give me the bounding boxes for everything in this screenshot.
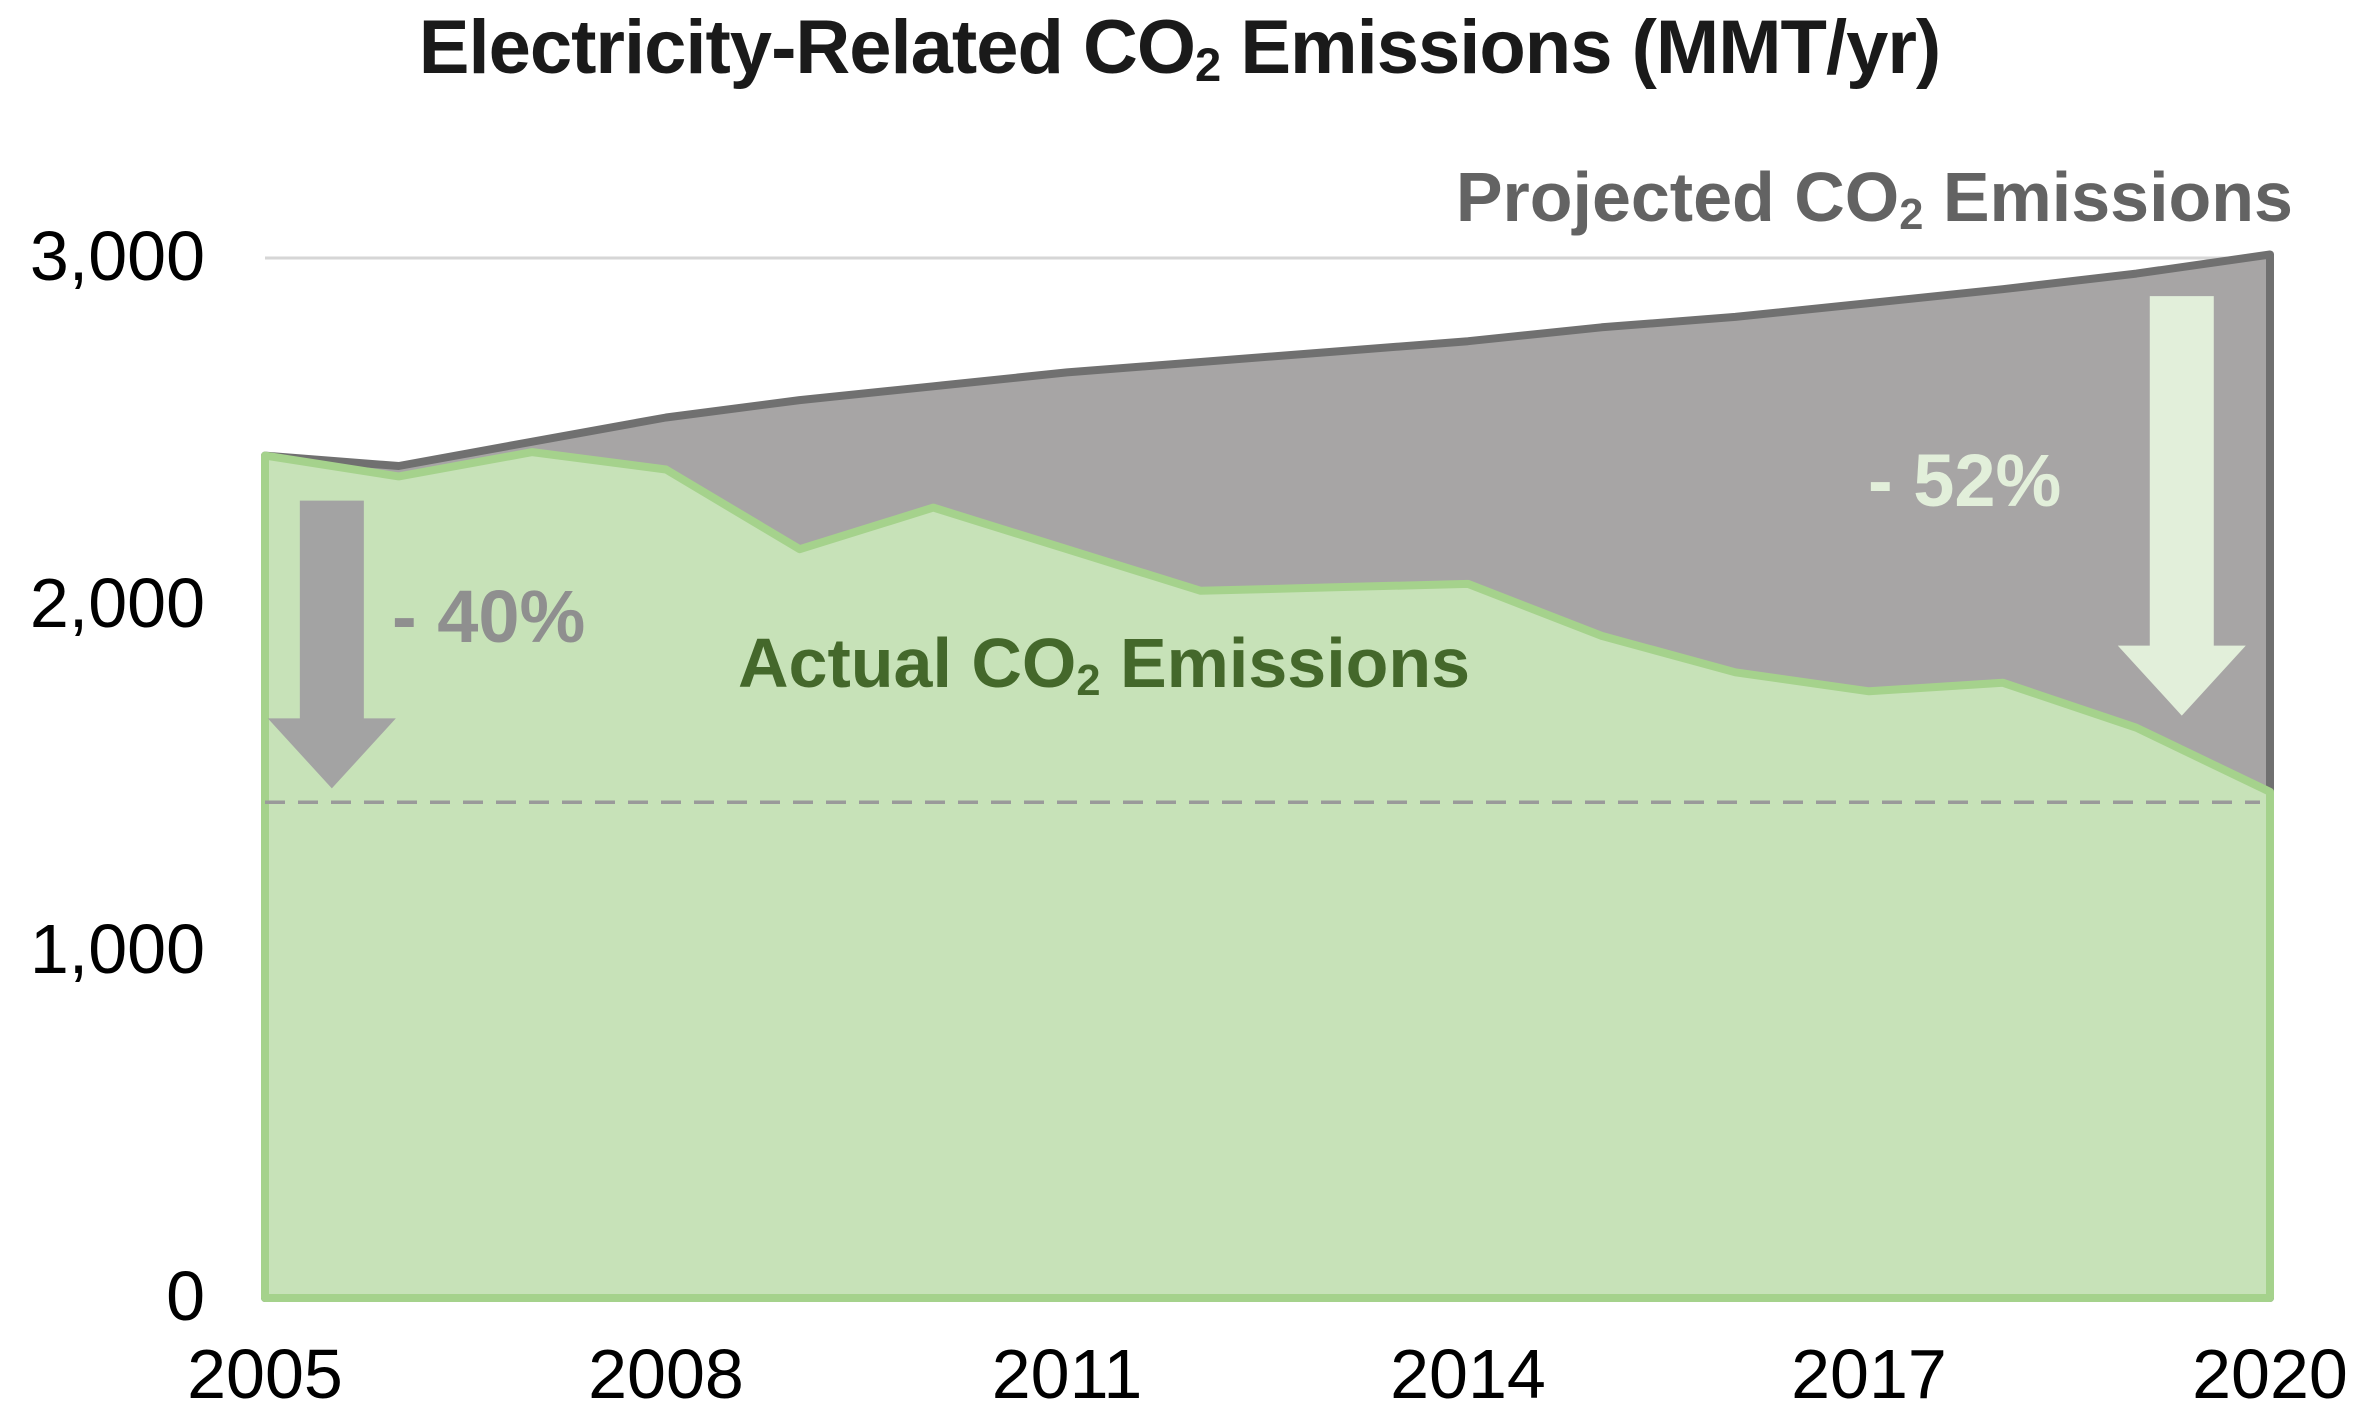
x-tick-label: 2005 <box>187 1335 343 1413</box>
down-arrow-icon-52pct <box>2117 296 2246 716</box>
y-tick-label: 2,000 <box>29 563 205 642</box>
chart-title-text: Electricity-Related CO <box>418 5 1196 90</box>
x-tick-label: 2011 <box>991 1335 1143 1413</box>
actual-area-series <box>261 448 2274 1302</box>
down-arrow-icon-40pct <box>267 500 396 789</box>
y-tick-label: 0 <box>166 1257 205 1335</box>
x-tick-label: 2017 <box>1791 1335 1947 1413</box>
projected-series-label: Projected CO2 Emissions <box>1455 158 2293 239</box>
chart-title-units: Emissions (MMT/yr) <box>1220 5 1941 90</box>
reduction-52pct-label: - 52% <box>1868 439 2062 522</box>
co2-subscript: 2 <box>1076 656 1101 705</box>
co2-subscript: 2 <box>1899 190 1924 239</box>
reduction-40pct-label: - 40% <box>392 575 586 658</box>
actual-series-label: Actual CO2 Emissions <box>738 624 1471 705</box>
x-tick-label: 2020 <box>2192 1335 2348 1413</box>
chart-title: Electricity-Related CO2 Emissions (MMT/y… <box>0 0 2359 105</box>
y-tick-label: 1,000 <box>29 910 205 989</box>
x-tick-label: 2008 <box>588 1335 744 1413</box>
x-tick-label: 2014 <box>1390 1335 1546 1413</box>
y-tick-label: 3,000 <box>29 217 205 295</box>
co2-subscript: 2 <box>1195 38 1221 92</box>
